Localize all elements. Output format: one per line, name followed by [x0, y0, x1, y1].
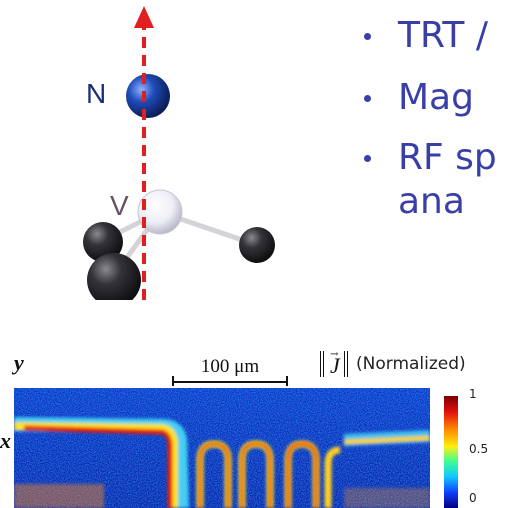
norm-bars-left	[320, 351, 324, 377]
carbon-atom	[87, 253, 141, 307]
colorbar-tick-label: 1	[469, 387, 477, 401]
nitrogen-atom	[126, 74, 170, 118]
norm-bars-right	[344, 351, 348, 377]
bullet-dot	[364, 155, 371, 162]
nv-center-diagram	[83, 6, 275, 307]
bullet-dot	[364, 95, 371, 102]
colorbar	[444, 396, 458, 508]
bullet-text: TRT /	[398, 15, 488, 56]
scale-bar: 100 μm	[172, 356, 288, 386]
colorbar-tick-label: 0.5	[469, 442, 489, 456]
bullet-dot	[364, 33, 371, 40]
norm-arrow: →	[330, 349, 339, 360]
label-v: V	[110, 190, 129, 221]
axis-y-label: y	[14, 350, 24, 375]
scale-bar-line	[172, 381, 288, 383]
nv-center-figure: N V	[14, 0, 314, 307]
bullet-text: Mag	[398, 77, 474, 118]
label-n: N	[86, 78, 107, 109]
scale-bar-label: 100 μm	[200, 356, 260, 377]
vacancy-atom	[137, 189, 183, 235]
norm-label: (Normalized)	[356, 354, 466, 374]
scale-bar-tick-left	[172, 376, 174, 386]
axis-x-label: x	[0, 428, 11, 453]
scale-bar-tick-right	[286, 376, 288, 386]
current-density-map	[14, 388, 430, 508]
colorbar-tick-label: 0	[469, 491, 477, 505]
bullet-text: ana	[398, 181, 465, 222]
arrow-head	[134, 6, 154, 28]
current-density-map-image	[14, 388, 430, 508]
bullet-text: RF sp	[398, 137, 497, 178]
carbon-atom	[239, 227, 275, 263]
norm-j-letter: J	[330, 353, 340, 378]
carbon-atom	[83, 222, 123, 262]
